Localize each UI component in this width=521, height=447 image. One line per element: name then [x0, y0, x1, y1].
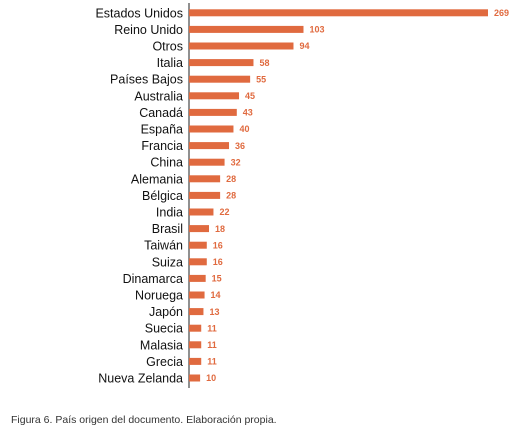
category-label: Dinamarca [123, 272, 183, 286]
category-label: Otros [152, 40, 183, 54]
category-label: Bélgica [142, 189, 183, 203]
value-label: 15 [212, 274, 222, 284]
bar [189, 92, 240, 100]
category-label: Malasia [140, 338, 183, 352]
category-label: Grecia [146, 355, 183, 369]
category-label: Australia [134, 89, 183, 103]
value-label: 22 [219, 207, 229, 217]
bar [189, 125, 234, 133]
value-label: 28 [226, 174, 236, 184]
figure-caption: Figura 6. País origen del documento. Ela… [11, 414, 277, 426]
bar [189, 25, 304, 33]
bar [189, 208, 214, 216]
bar [189, 308, 204, 316]
bar [189, 291, 205, 299]
category-label: Alemania [131, 172, 183, 186]
value-label: 36 [235, 141, 245, 151]
category-label: España [141, 123, 183, 137]
category-label: Francia [141, 139, 183, 153]
value-label: 10 [206, 373, 216, 383]
category-label: Japón [149, 305, 183, 319]
bar-chart: Estados Unidos 269 Reino Unido 103 Otros 94 It… [95, 3, 509, 388]
category-label: Estados Unidos [95, 6, 183, 20]
category-label: Países Bajos [110, 73, 183, 87]
value-label: 11 [207, 323, 217, 333]
value-label: 55 [256, 74, 266, 84]
value-label: 58 [259, 58, 269, 68]
bar [189, 258, 207, 266]
category-label: Canadá [139, 106, 183, 120]
bar [189, 9, 488, 17]
value-label: 40 [239, 124, 249, 134]
bar [189, 374, 201, 382]
category-label: Reino Unido [114, 23, 183, 37]
value-label: 16 [213, 240, 223, 250]
value-label: 14 [211, 290, 221, 300]
value-label: 94 [299, 41, 309, 51]
bar [189, 225, 210, 233]
bar [189, 274, 206, 282]
value-label: 16 [213, 257, 223, 267]
value-label: 32 [231, 157, 241, 167]
value-label: 18 [215, 224, 225, 234]
bar [189, 75, 251, 83]
bar [189, 42, 294, 50]
category-label: Nueva Zelanda [98, 372, 183, 386]
value-label: 43 [243, 108, 253, 118]
category-label: China [150, 156, 183, 170]
category-label: Noruega [135, 289, 183, 303]
value-label: 269 [494, 8, 509, 18]
bar [189, 158, 225, 166]
bar [189, 341, 202, 349]
value-label: 11 [207, 357, 217, 367]
bar [189, 175, 221, 183]
category-label: Brasil [152, 222, 183, 236]
category-label: India [156, 206, 183, 220]
bar [189, 357, 202, 365]
bar [189, 108, 237, 116]
category-label: Italia [157, 56, 183, 70]
category-label: Suiza [152, 255, 183, 269]
bar [189, 241, 207, 249]
value-label: 11 [207, 340, 217, 350]
category-label: Suecia [145, 322, 183, 336]
category-label: Taiwán [144, 239, 183, 253]
bar [189, 142, 230, 150]
bar [189, 59, 254, 67]
bar [189, 324, 202, 332]
value-label: 45 [245, 91, 255, 101]
value-label: 103 [309, 25, 324, 35]
bar [189, 191, 221, 199]
value-label: 13 [209, 307, 219, 317]
value-label: 28 [226, 191, 236, 201]
